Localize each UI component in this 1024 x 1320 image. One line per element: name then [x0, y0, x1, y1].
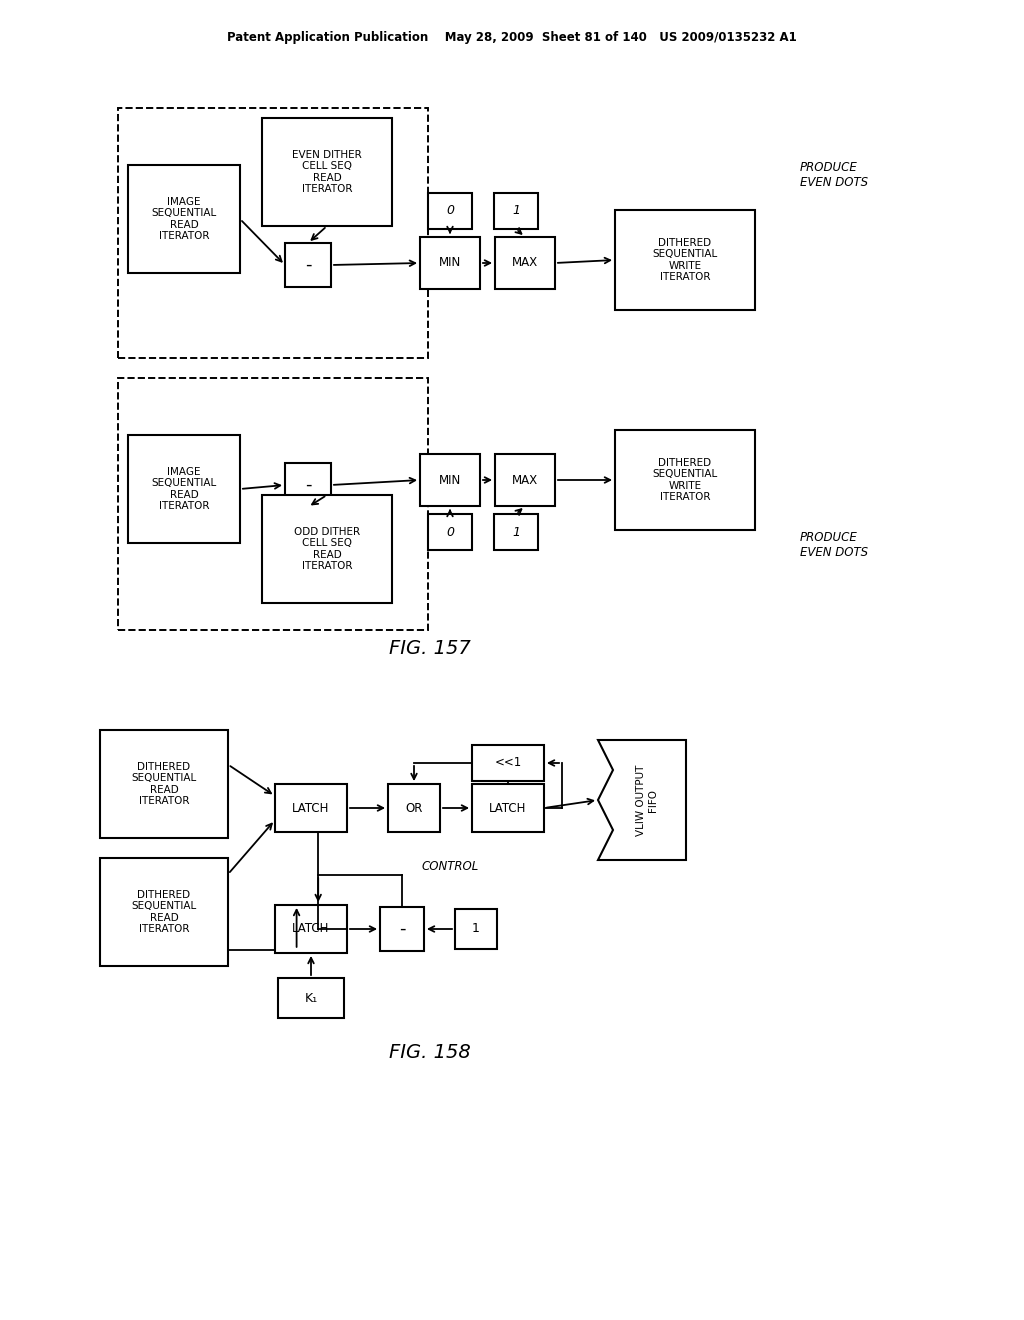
Text: FIG. 158: FIG. 158 — [389, 1043, 471, 1061]
Text: 1: 1 — [512, 205, 520, 218]
Bar — [275, 906, 347, 953]
Bar — [472, 744, 544, 781]
Text: PRODUCE
EVEN DOTS: PRODUCE EVEN DOTS — [800, 161, 868, 189]
Polygon shape — [598, 741, 686, 861]
Text: IMAGE
SEQUENTIAL
READ
ITERATOR: IMAGE SEQUENTIAL READ ITERATOR — [152, 197, 217, 242]
Bar — [420, 238, 480, 289]
Text: <<1: <<1 — [495, 756, 521, 770]
Bar — [495, 238, 555, 289]
Bar — [472, 784, 544, 832]
Bar — [128, 436, 240, 543]
Text: DITHERED
SEQUENTIAL
READ
ITERATOR: DITHERED SEQUENTIAL READ ITERATOR — [131, 890, 197, 935]
Bar — [428, 513, 472, 550]
Text: 1: 1 — [512, 525, 520, 539]
Text: DITHERED
SEQUENTIAL
READ
ITERATOR: DITHERED SEQUENTIAL READ ITERATOR — [131, 762, 197, 807]
Bar — [128, 165, 240, 273]
Text: -: - — [305, 477, 311, 494]
Text: CONTROL: CONTROL — [421, 861, 478, 874]
Bar — [262, 495, 392, 603]
Text: 0: 0 — [446, 205, 454, 218]
Bar — [275, 784, 347, 832]
Text: 0: 0 — [446, 525, 454, 539]
Bar — [615, 210, 755, 310]
Text: ODD DITHER
CELL SEQ
READ
ITERATOR: ODD DITHER CELL SEQ READ ITERATOR — [294, 527, 360, 572]
Text: FIG. 157: FIG. 157 — [389, 639, 471, 657]
Bar — [380, 907, 424, 950]
Text: EVEN DITHER
CELL SEQ
READ
ITERATOR: EVEN DITHER CELL SEQ READ ITERATOR — [292, 149, 361, 194]
Text: MIN: MIN — [439, 256, 461, 269]
Bar — [455, 909, 497, 949]
Text: PRODUCE
EVEN DOTS: PRODUCE EVEN DOTS — [800, 531, 868, 558]
Bar — [420, 454, 480, 506]
Text: LATCH: LATCH — [489, 801, 526, 814]
Text: DITHERED
SEQUENTIAL
WRITE
ITERATOR: DITHERED SEQUENTIAL WRITE ITERATOR — [652, 238, 718, 282]
Bar — [100, 730, 228, 838]
Bar — [285, 243, 331, 286]
Text: -: - — [398, 920, 406, 939]
Text: MIN: MIN — [439, 474, 461, 487]
Text: DITHERED
SEQUENTIAL
WRITE
ITERATOR: DITHERED SEQUENTIAL WRITE ITERATOR — [652, 458, 718, 503]
Text: OR: OR — [406, 801, 423, 814]
Bar — [494, 513, 538, 550]
Text: 1: 1 — [472, 923, 480, 936]
Text: -: - — [305, 256, 311, 275]
Text: IMAGE
SEQUENTIAL
READ
ITERATOR: IMAGE SEQUENTIAL READ ITERATOR — [152, 466, 217, 511]
Bar — [615, 430, 755, 531]
Bar — [494, 193, 538, 228]
Text: MAX: MAX — [512, 474, 538, 487]
Bar — [118, 108, 428, 358]
Text: LATCH: LATCH — [292, 801, 330, 814]
Text: Patent Application Publication    May 28, 2009  Sheet 81 of 140   US 2009/013523: Patent Application Publication May 28, 2… — [227, 32, 797, 45]
Bar — [278, 978, 344, 1018]
Bar — [100, 858, 228, 966]
Bar — [428, 193, 472, 228]
Bar — [262, 117, 392, 226]
Text: K₁: K₁ — [304, 991, 317, 1005]
Bar — [388, 784, 440, 832]
Text: LATCH: LATCH — [292, 923, 330, 936]
Text: MAX: MAX — [512, 256, 538, 269]
Bar — [285, 463, 331, 507]
Bar — [118, 378, 428, 630]
Bar — [495, 454, 555, 506]
Text: VLIW OUTPUT
FIFO: VLIW OUTPUT FIFO — [636, 764, 657, 836]
